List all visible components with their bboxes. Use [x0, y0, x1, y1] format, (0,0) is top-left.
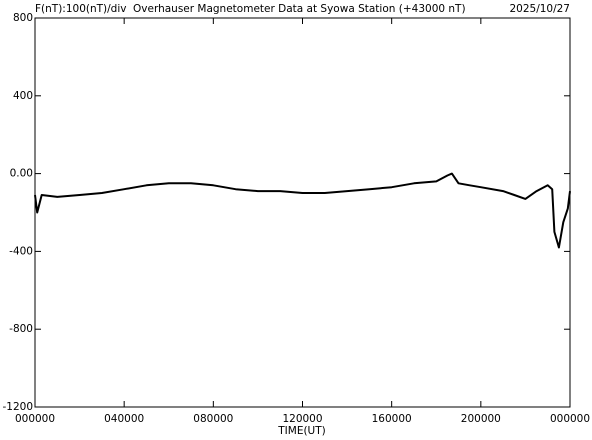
plot-frame — [34, 17, 571, 408]
chart-title: Overhauser Magnetometer Data at Syowa St… — [133, 3, 466, 15]
y-tick-label: 0.00 — [10, 168, 33, 180]
x-tick-label: 000000 — [15, 413, 55, 425]
x-axis-label: TIME(UT) — [277, 425, 326, 437]
y-tick-label: -400 — [9, 245, 33, 257]
y-tick-label: 400 — [13, 90, 33, 102]
chart-date: 2025/10/27 — [509, 3, 570, 15]
data-line — [34, 172, 571, 249]
x-tick-label: 160000 — [372, 413, 412, 425]
x-tick-label: 120000 — [282, 413, 322, 425]
x-tick-label: 080000 — [193, 413, 233, 425]
x-tick-label: 040000 — [104, 413, 144, 425]
y-tick-label: 800 — [13, 12, 33, 24]
y-tick-label: -800 — [9, 323, 33, 335]
x-tick-label: 200000 — [461, 413, 501, 425]
y-tick-label: -1200 — [2, 401, 33, 413]
x-tick-label: 000000 — [550, 413, 590, 425]
chart-subtitle: F(nT):100(nT)/div — [35, 3, 126, 15]
